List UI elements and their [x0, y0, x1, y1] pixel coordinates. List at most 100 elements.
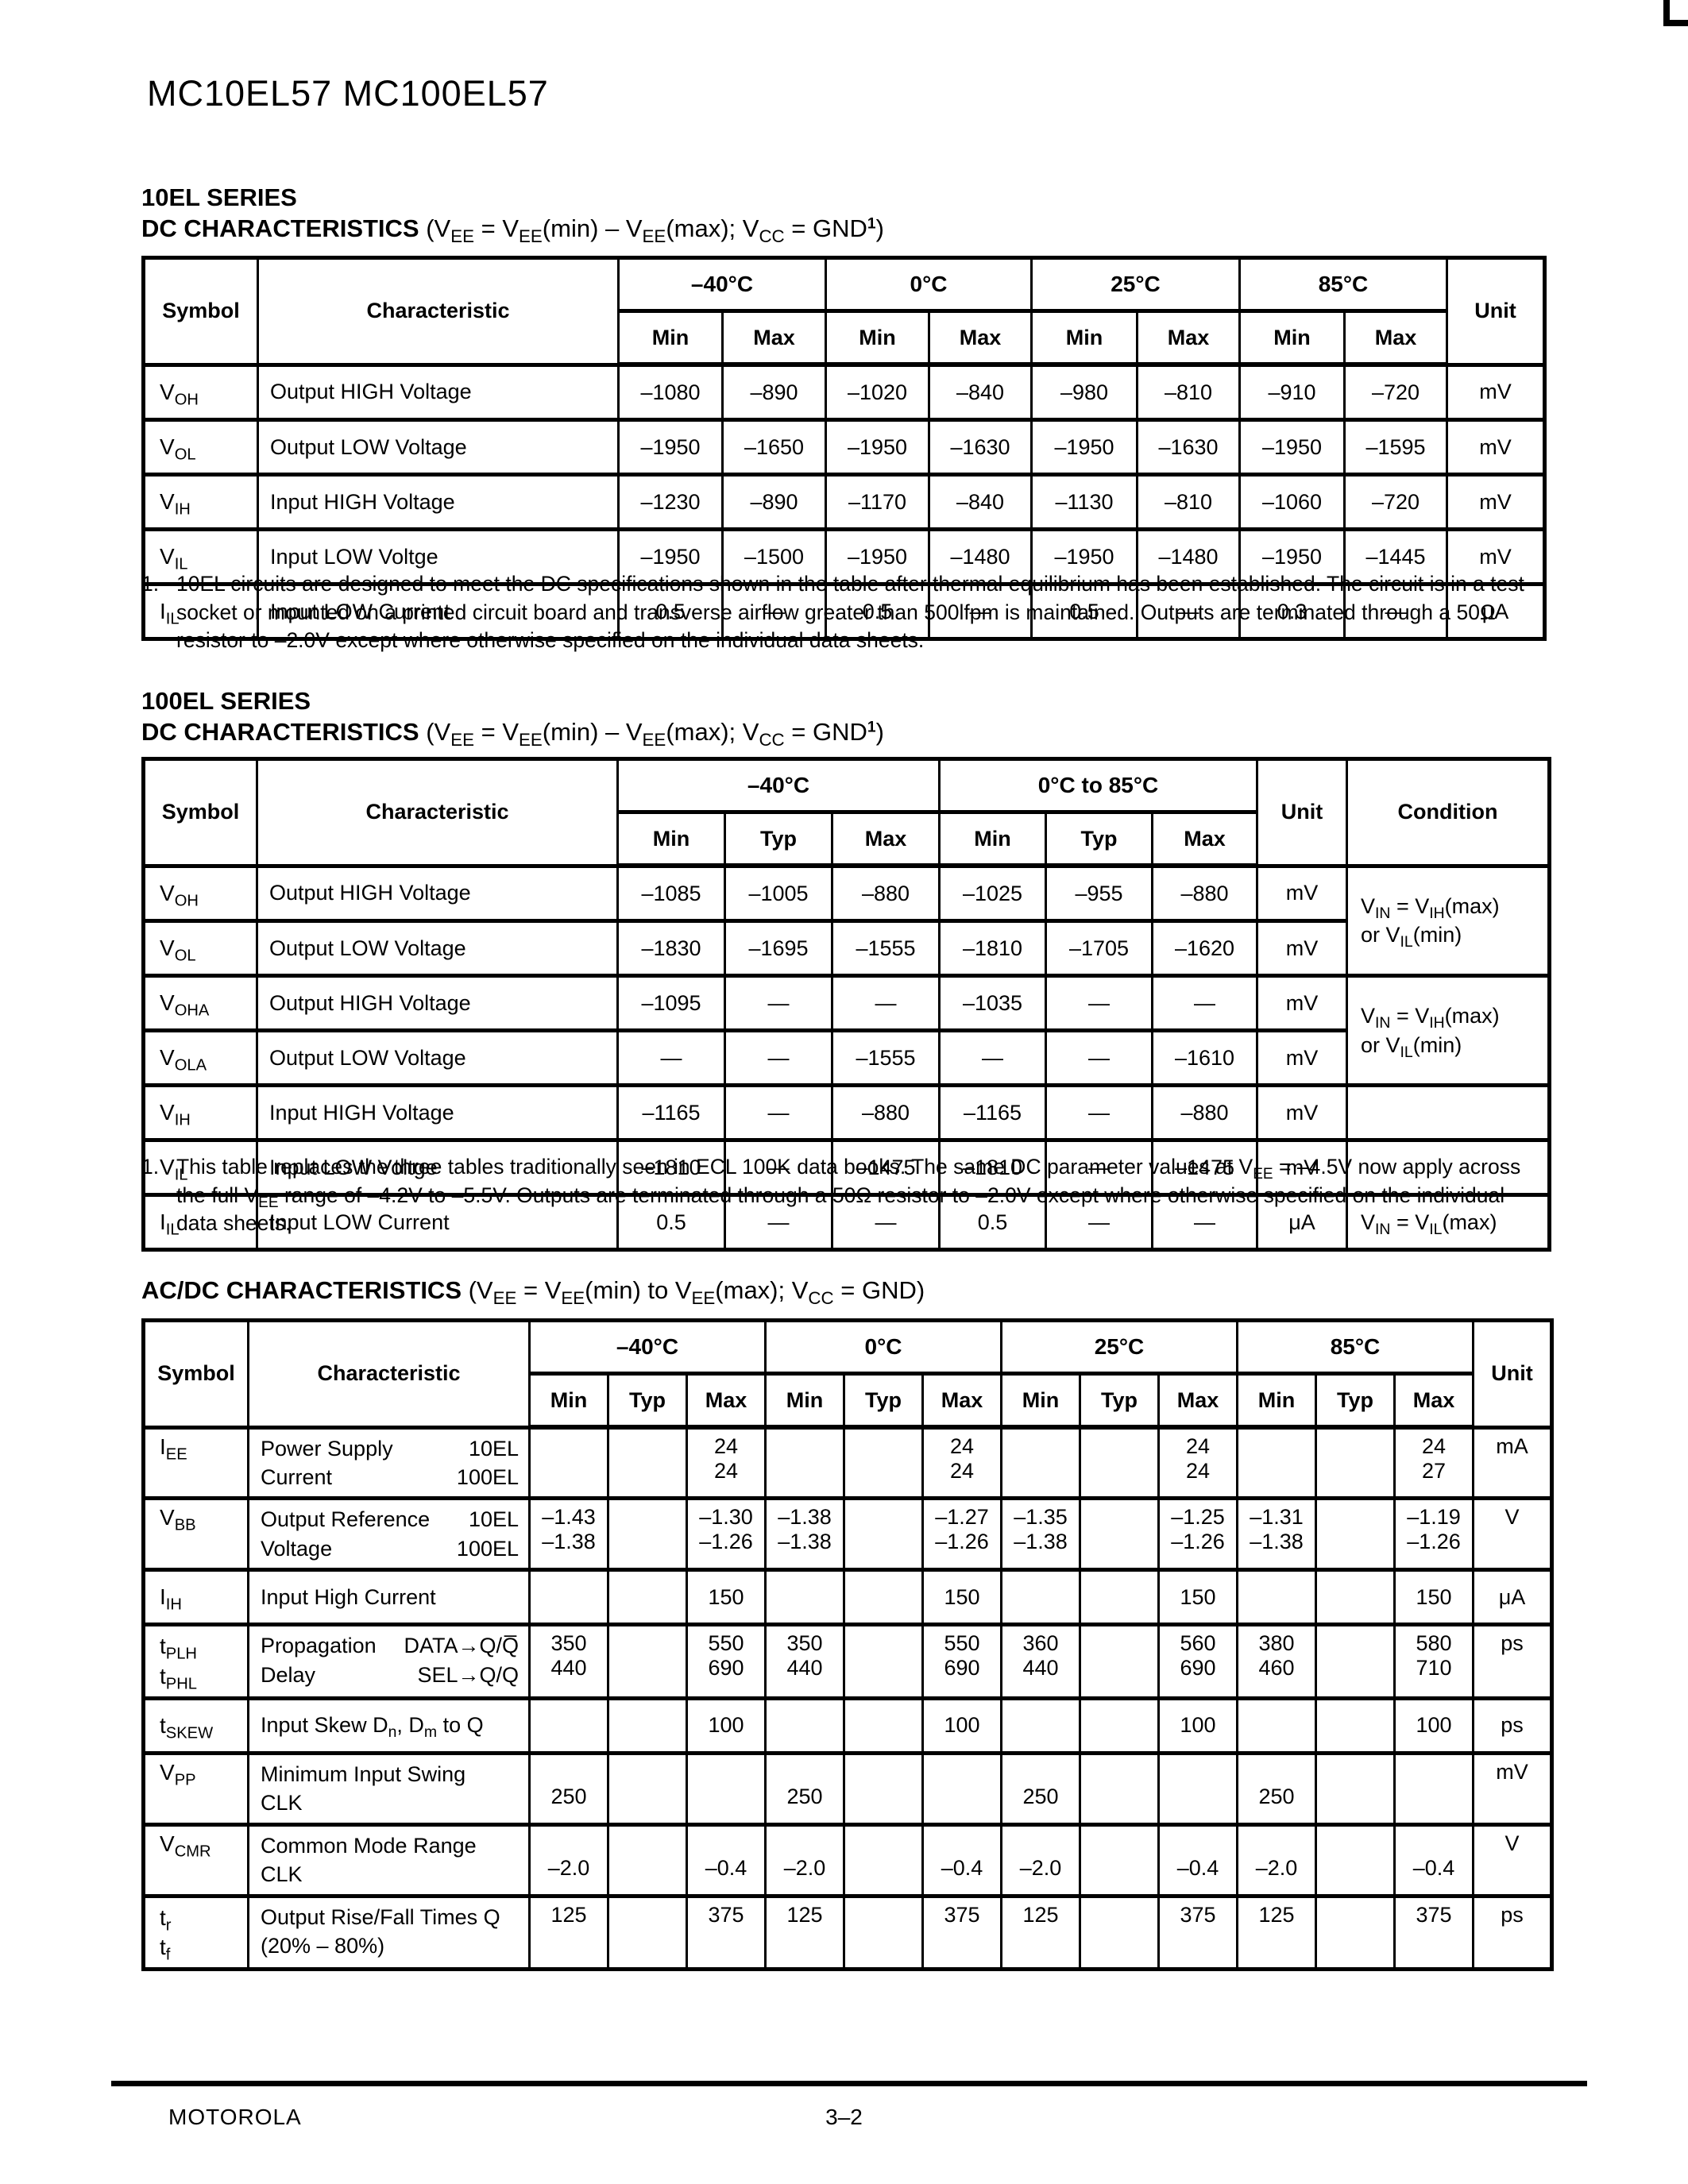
column-header: Max — [831, 810, 941, 868]
column-header: Max — [928, 309, 1033, 367]
subtitle-bold: DC CHARACTERISTICS — [141, 214, 419, 242]
column-header: Max — [1343, 309, 1448, 367]
value-cell: –1.27 –1.26 — [921, 1496, 1002, 1572]
value-cell — [607, 1822, 688, 1898]
temp-group-header: 0°C — [764, 1318, 1002, 1376]
characteristic-cell: Output LOW Voltage — [256, 919, 619, 978]
symbol-cell: VOH — [142, 362, 259, 422]
symbol-cell: VIL — [142, 1138, 258, 1197]
value-cell: –1230 — [617, 473, 724, 531]
value-cell: –0.4 — [1393, 1822, 1474, 1898]
value-cell: 150 — [686, 1568, 767, 1627]
value-cell: — — [1343, 582, 1448, 641]
characteristic-cell: Output Rise/Fall Times Q (20% – 80%) — [247, 1893, 531, 1972]
value-cell: 375 — [1393, 1893, 1474, 1972]
characteristic-cell: Input LOW Voltge — [256, 1138, 619, 1197]
value-cell: –1810 — [938, 1138, 1047, 1197]
column-header: Min — [528, 1372, 609, 1430]
condition-cell — [1346, 1083, 1551, 1142]
value-cell: –1095 — [616, 974, 726, 1032]
value-cell: –1950 — [617, 527, 724, 586]
subtitle-bold: DC CHARACTERISTICS — [141, 717, 419, 746]
value-cell: 0.3 — [1238, 582, 1346, 641]
value-cell — [528, 1696, 609, 1755]
value-cell — [607, 1568, 688, 1627]
value-cell: 125 — [764, 1893, 845, 1972]
value-cell: 550 690 — [686, 1623, 767, 1700]
value-cell: –1630 — [1136, 418, 1241, 477]
column-header: Typ — [1045, 810, 1153, 868]
characteristic-cell: Output HIGH Voltage — [256, 974, 619, 1032]
temp-group-header: 85°C — [1238, 256, 1448, 313]
section-heading-acdc: AC/DC CHARACTERISTICS (VEE = VEE(min) to… — [141, 1275, 925, 1307]
value-cell — [1315, 1568, 1396, 1627]
value-cell: 125 — [1000, 1893, 1081, 1972]
condition-cell — [1346, 1138, 1551, 1197]
unit-cell: mV — [1256, 863, 1348, 923]
unit-cell: mV — [1256, 1028, 1348, 1087]
column-header: Min — [1030, 309, 1138, 367]
characteristic-cell: Output LOW Voltage — [257, 418, 620, 477]
footnote-number: 1. — [141, 572, 160, 596]
value-cell — [843, 1822, 924, 1898]
value-cell: –810 — [1136, 473, 1241, 531]
value-cell — [1315, 1750, 1396, 1827]
value-cell: 100 — [921, 1696, 1002, 1755]
symbol-cell: VOHA — [142, 974, 258, 1032]
column-header: Max — [1157, 1372, 1238, 1430]
temp-group-header: –40°C — [528, 1318, 767, 1376]
corner-mark-vertical — [1663, 0, 1670, 26]
value-cell: 375 — [1157, 1893, 1238, 1972]
value-cell — [1315, 1893, 1396, 1972]
value-cell: 380 460 — [1236, 1623, 1317, 1700]
value-cell: 250 — [1000, 1750, 1081, 1827]
value-cell: –1.19 –1.26 — [1393, 1496, 1474, 1572]
value-cell: — — [1151, 1193, 1258, 1252]
value-cell: 550 690 — [921, 1623, 1002, 1700]
value-cell: 0.5 — [825, 582, 930, 641]
value-cell — [1079, 1496, 1160, 1572]
value-cell: — — [928, 582, 1033, 641]
value-cell: 250 — [1236, 1750, 1317, 1827]
characteristic-cell: Input HIGH Voltage — [257, 473, 620, 531]
value-cell — [1236, 1696, 1317, 1755]
value-cell: –1165 — [616, 1083, 726, 1142]
value-cell — [764, 1425, 845, 1501]
column-header: Typ — [1315, 1372, 1396, 1430]
value-cell — [764, 1568, 845, 1627]
characteristic-cell: Power Supply 10EL Current 100EL — [247, 1425, 531, 1501]
value-cell: 125 — [1236, 1893, 1317, 1972]
value-cell: — — [721, 582, 827, 641]
value-cell — [1393, 1750, 1474, 1827]
value-cell: –0.4 — [1157, 1822, 1238, 1898]
value-cell: — — [938, 1028, 1047, 1087]
value-cell: — — [831, 974, 941, 1032]
table-header: Symbol Characteristic –40°C 0°C 25°C 85°C Unit… — [142, 256, 1546, 367]
value-cell — [1079, 1696, 1160, 1755]
section-heading-100el: 100EL SERIES DC CHARACTERISTICS (VEE = V… — [141, 686, 884, 749]
value-cell: –1025 — [938, 863, 1047, 923]
condition-cell: VIN = VIH(max) or VIL(min) — [1346, 974, 1551, 1087]
value-cell — [1079, 1568, 1160, 1627]
subtitle-formula: (VEE = VEE(min) – VEE(max); VCC = GND1) — [419, 214, 884, 246]
value-cell: –1.38 –1.38 — [764, 1496, 845, 1572]
value-cell — [843, 1496, 924, 1572]
value-cell: — — [831, 1193, 941, 1252]
characteristic-cell: Input Skew Dn, Dm to Q — [247, 1696, 531, 1755]
symbol-cell: VIH — [142, 473, 259, 531]
value-cell: –1950 — [825, 527, 930, 586]
section-subtitle: DC CHARACTERISTICS (VEE = VEE(min) – VEE… — [141, 717, 884, 749]
symbol-cell: VOL — [142, 418, 259, 477]
value-cell: –1080 — [617, 362, 724, 422]
value-cell: –1130 — [1030, 473, 1138, 531]
subtitle-bold: AC/DC CHARACTERISTICS — [141, 1276, 462, 1304]
value-cell — [607, 1425, 688, 1501]
symbol-cell: VOLA — [142, 1028, 258, 1087]
value-cell: –1475 — [1151, 1138, 1258, 1197]
value-cell: –1950 — [1030, 527, 1138, 586]
footnote-text: This table replaces the three tables tra… — [176, 1155, 1521, 1235]
corner-mark-horizontal — [1663, 20, 1688, 26]
value-cell: 0.5 — [617, 582, 724, 641]
value-cell: –810 — [1136, 362, 1241, 422]
value-cell — [1000, 1696, 1081, 1755]
